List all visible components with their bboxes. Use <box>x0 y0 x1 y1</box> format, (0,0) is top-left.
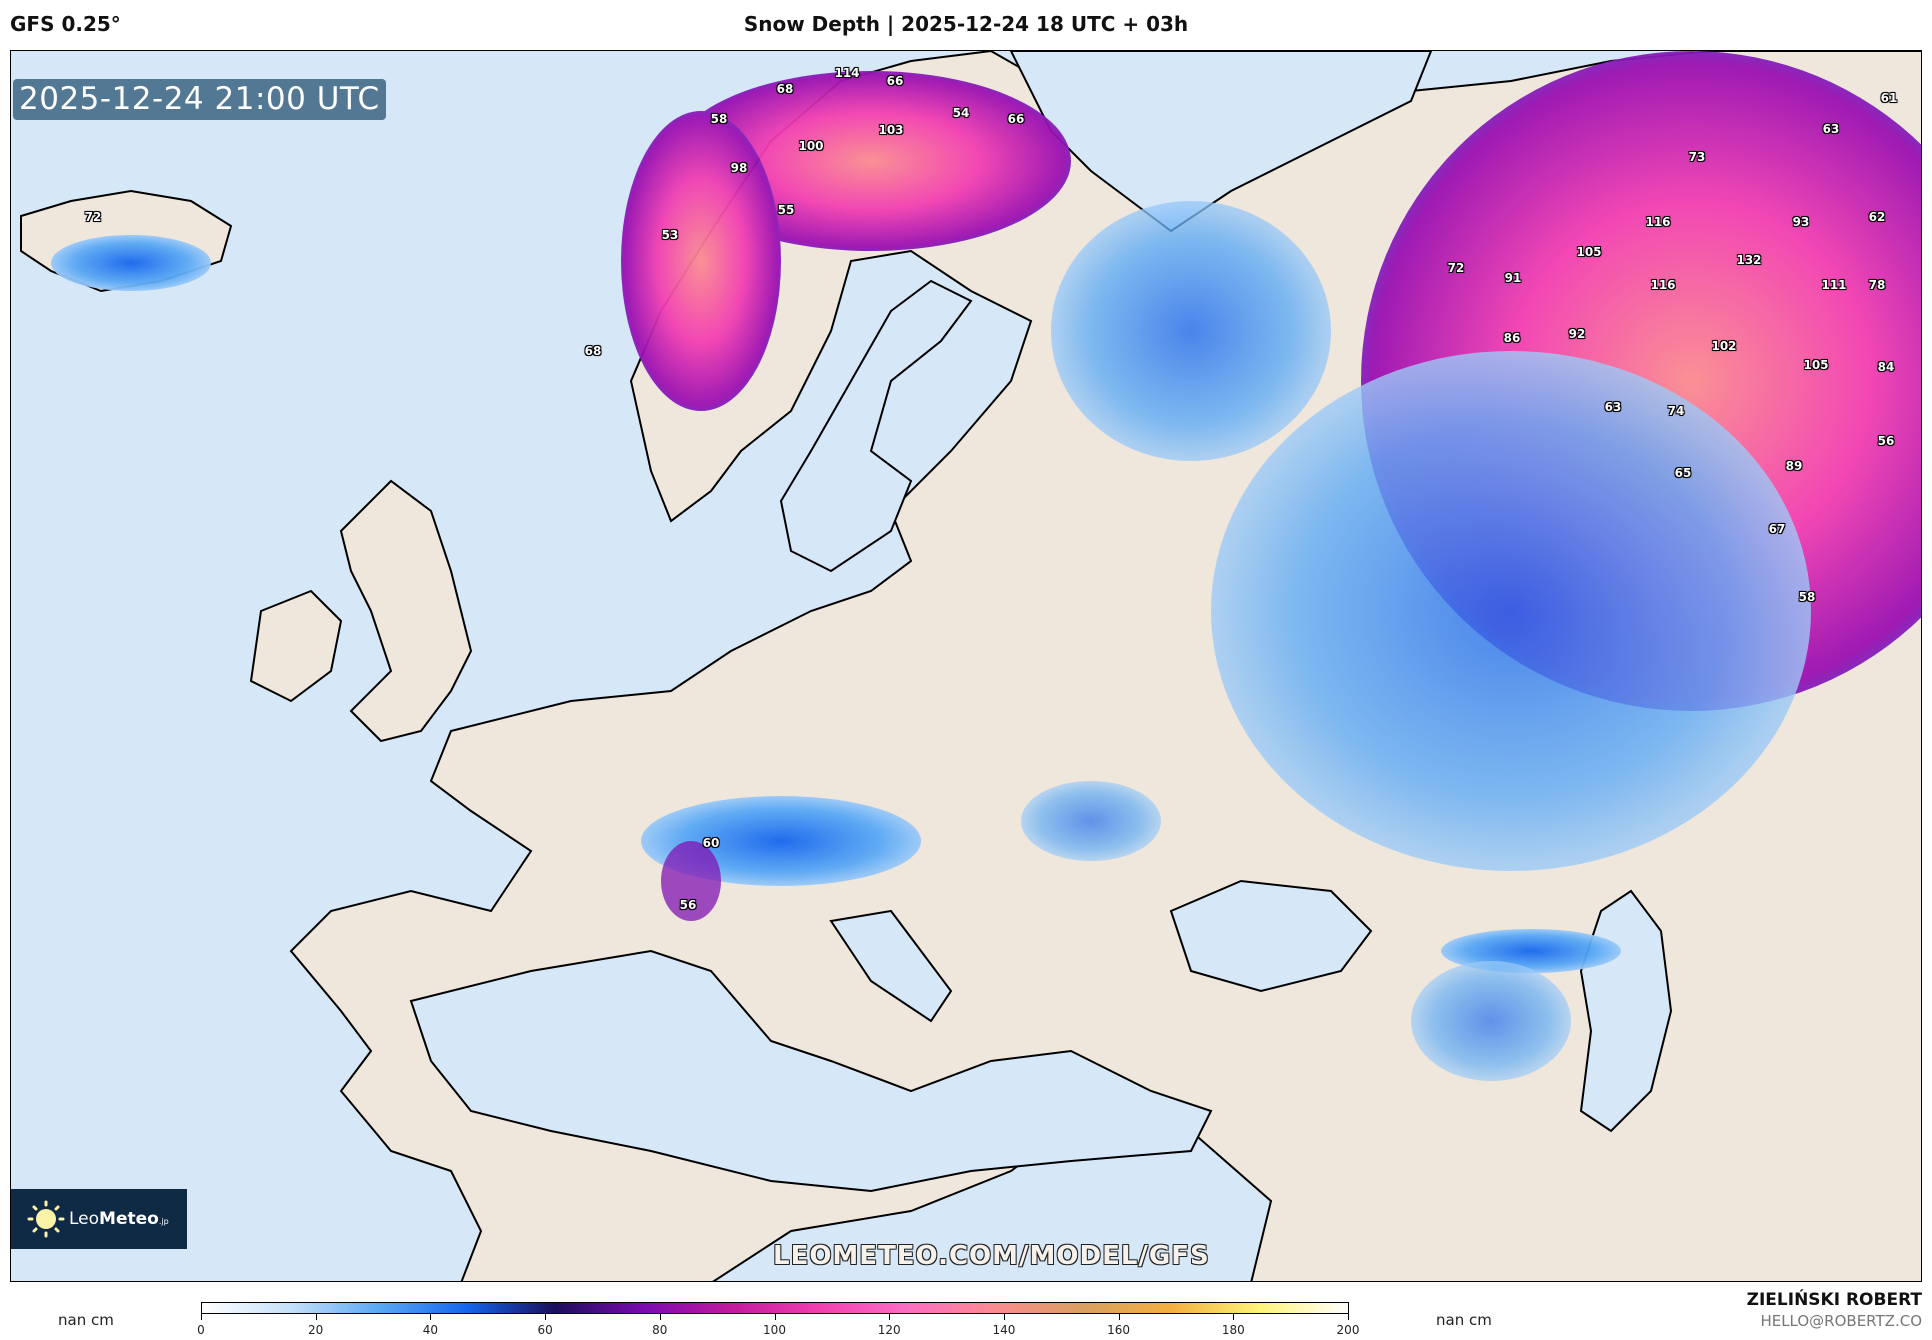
snow-depth-value-label: 78 <box>1868 278 1886 292</box>
colorbar-tick <box>774 1314 776 1320</box>
snow-depth-value-label: 91 <box>1504 271 1522 285</box>
colorbar-tick-label: 180 <box>1221 1323 1245 1337</box>
snow-depth-value-label: 114 <box>834 66 860 80</box>
colorbar-ticks: 0 20 40 60 80 100 120 140 160 180 200 <box>197 1314 1359 1340</box>
snow-depth-value-label: 105 <box>1576 245 1602 259</box>
snow-depth-value-label: 63 <box>1822 122 1840 136</box>
colorbar-tick-label: 80 <box>652 1323 668 1337</box>
snow-depth-value-label: 72 <box>1447 261 1465 275</box>
colorbar-tick-label: 140 <box>992 1323 1016 1337</box>
snow-depth-value-label: 86 <box>1503 331 1521 345</box>
snow-depth-value-label: 58 <box>1798 590 1816 604</box>
snow-depth-value-label: 116 <box>1650 278 1676 292</box>
snow-depth-value-label: 84 <box>1877 360 1895 374</box>
snow-depth-value-label: 56 <box>679 898 697 912</box>
colorbar-tick <box>315 1314 317 1320</box>
snow-depth-value-label: 98 <box>730 161 748 175</box>
colorbar-tick <box>1348 1314 1349 1320</box>
snow-depth-value-label: 53 <box>661 228 679 242</box>
snow-depth-value-label: 66 <box>1007 112 1025 126</box>
sun-icon <box>27 1200 65 1238</box>
snow-depth-value-label: 73 <box>1688 150 1706 164</box>
colorbar-tick <box>1118 1314 1120 1320</box>
colorbar-tick-label: 200 <box>1336 1323 1360 1337</box>
snow-depth-value-label: 105 <box>1803 358 1829 372</box>
snow-depth-value-label: 74 <box>1667 404 1685 418</box>
snow-depth-value-label: 56 <box>1877 434 1895 448</box>
author-credit: ZIELIŃSKI ROBERT HELLO@ROBERTZ.CO <box>1747 1290 1922 1330</box>
colorbar-tick <box>430 1314 432 1320</box>
chart-title: Snow Depth | 2025-12-24 18 UTC + 03h <box>743 12 1189 36</box>
snow-depth-value-label: 103 <box>878 123 904 137</box>
colorbar-tick <box>889 1314 891 1320</box>
colorbar-tick-label: 20 <box>308 1323 324 1337</box>
snow-depth-value-label: 111 <box>1821 278 1847 292</box>
snow-fields <box>51 51 1921 1081</box>
source-watermark: LEOMETEO.COM/MODEL/GFS <box>773 1241 1210 1271</box>
snow-depth-value-label: 55 <box>777 203 795 217</box>
snow-depth-value-label: 72 <box>84 210 102 224</box>
snow-depth-value-label: 93 <box>1792 215 1810 229</box>
leometeo-logo[interactable]: LeoMeteo.jp <box>11 1189 187 1249</box>
model-name: GFS 0.25° <box>10 12 121 36</box>
colorbar-tick <box>1003 1314 1005 1320</box>
colorbar-tick-label: 100 <box>763 1323 786 1337</box>
colorbar-tick-label: 60 <box>537 1323 553 1337</box>
snow-depth-value-label: 116 <box>1645 215 1671 229</box>
snow-depth-value-label: 68 <box>776 82 794 96</box>
snow-depth-value-label: 58 <box>710 112 728 126</box>
colorbar <box>201 1302 1349 1314</box>
snow-depth-value-label: 132 <box>1736 253 1762 267</box>
snow-depth-value-label: 62 <box>1868 210 1886 224</box>
map-canvas <box>20 51 1921 1281</box>
snow-depth-value-label: 61 <box>1880 91 1898 105</box>
colorbar-tick <box>545 1314 547 1320</box>
snow-depth-value-label: 63 <box>1604 400 1622 414</box>
colorbar-tick-label: 120 <box>877 1323 901 1337</box>
unit-label-left: nan cm <box>58 1311 114 1329</box>
snow-depth-value-label: 54 <box>952 106 970 120</box>
snow-depth-value-label: 67 <box>1768 522 1786 536</box>
snow-depth-value-label: 68 <box>584 344 602 358</box>
snow-depth-value-label: 102 <box>1711 339 1737 353</box>
snow-depth-value-label: 60 <box>702 836 720 850</box>
unit-label-right: nan cm <box>1436 1311 1492 1329</box>
colorbar-tick <box>1233 1314 1235 1320</box>
logo-text: LeoMeteo.jp <box>69 1209 169 1229</box>
snow-depth-value-label: 100 <box>798 139 824 153</box>
inland-seas <box>409 51 1673 1193</box>
colorbar-tick-label: 40 <box>422 1323 439 1337</box>
snow-depth-value-label: 66 <box>886 74 904 88</box>
colorbar-tick-label: 160 <box>1107 1323 1131 1337</box>
colorbar-tick <box>201 1314 202 1320</box>
snow-depth-value-label: 89 <box>1785 459 1803 473</box>
author-email[interactable]: HELLO@ROBERTZ.CO <box>1760 1312 1922 1330</box>
valid-time-badge: 2025-12-24 21:00 UTC <box>13 79 386 120</box>
colorbar-tick <box>659 1314 661 1320</box>
colorbar-tick-label: 0 <box>197 1323 205 1337</box>
snow-depth-value-label: 92 <box>1568 327 1586 341</box>
snow-depth-value-label: 65 <box>1674 466 1692 480</box>
author-name: ZIELIŃSKI ROBERT <box>1746 1290 1922 1310</box>
snow-depth-map[interactable]: 2025-12-24 21:00 UTC 72 114 66 68 58 100 103 54… <box>10 50 1922 1282</box>
